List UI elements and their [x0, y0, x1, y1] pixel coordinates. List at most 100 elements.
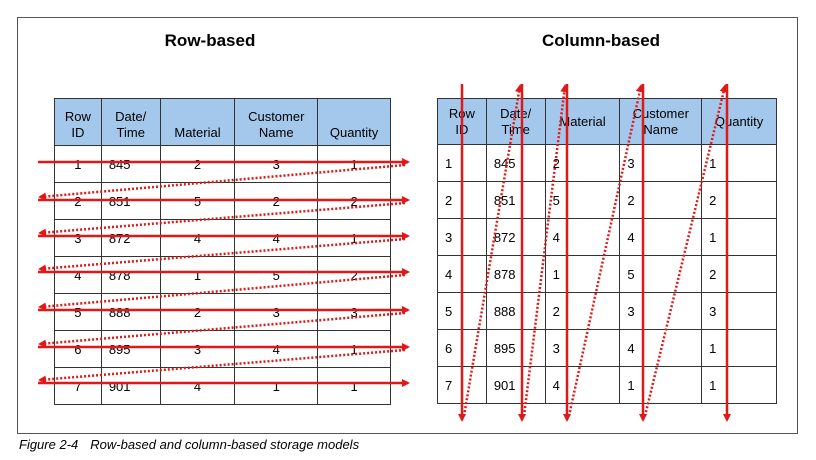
table-row: 7 901 4 1 1: [54, 367, 391, 405]
table-cell: 878: [100, 256, 161, 294]
table-cell: 1: [437, 144, 487, 182]
table-cell: 872: [100, 219, 161, 257]
table-cell: 2: [701, 255, 777, 293]
header-quantity: Quantity: [701, 98, 777, 145]
table-row: 5 888 2 3 3: [54, 293, 391, 331]
table-cell: 3: [317, 293, 391, 331]
header-row-id: Row ID: [437, 98, 487, 145]
table-cell: 888: [100, 293, 161, 331]
table-cell: 1: [619, 366, 703, 404]
row-based-table: Row ID Date/ Time Material Customer Name…: [54, 98, 391, 405]
column-based-table: Row ID Date/ Time Material Customer Name…: [437, 98, 777, 404]
header-date-time: Date/ Time: [485, 98, 546, 145]
table-cell: 5: [544, 181, 621, 219]
table-cell: 4: [619, 218, 703, 256]
table-cell: 3: [234, 293, 319, 331]
table-cell: 845: [485, 144, 546, 182]
table-cell: 3: [234, 145, 319, 183]
caption-label: Figure 2-4: [19, 437, 79, 452]
table-cell: 888: [485, 292, 546, 330]
header-row-id: Row ID: [54, 98, 102, 146]
table-cell: 2: [159, 293, 236, 331]
table-cell: 2: [619, 181, 703, 219]
table-cell: 1: [701, 218, 777, 256]
table-cell: 1: [701, 366, 777, 404]
table-cell: 2: [54, 182, 102, 220]
table-cell: 872: [485, 218, 546, 256]
table-cell: 2: [544, 292, 621, 330]
table-cell: 1: [544, 255, 621, 293]
table-row: 6 895 3 4 1: [437, 329, 777, 367]
table-cell: 2: [437, 181, 487, 219]
table-row: 4 878 1 5 2: [54, 256, 391, 294]
table-cell: 3: [619, 292, 703, 330]
table-cell: 7: [54, 367, 102, 405]
table-cell: 2: [317, 256, 391, 294]
table-cell: 1: [317, 145, 391, 183]
table-cell: 3: [544, 329, 621, 367]
table-cell: 851: [485, 181, 546, 219]
header-customer-name: Customer Name: [619, 98, 703, 145]
table-cell: 1: [234, 367, 319, 405]
table-cell: 895: [100, 330, 161, 368]
table-cell: 878: [485, 255, 546, 293]
table-cell: 4: [234, 330, 319, 368]
table-cell: 2: [544, 144, 621, 182]
table-cell: 1: [701, 329, 777, 367]
table-cell: 1: [54, 145, 102, 183]
column-based-title: Column-based: [541, 31, 661, 50]
table-cell: 1: [159, 256, 236, 294]
table-cell: 6: [54, 330, 102, 368]
table-cell: 6: [437, 329, 487, 367]
table-cell: 1: [317, 330, 391, 368]
table-cell: 7: [437, 366, 487, 404]
table-cell: 5: [54, 293, 102, 331]
figure-frame: [17, 17, 798, 434]
table-row: 2 851 5 2 2: [54, 182, 391, 220]
table-cell: 3: [619, 144, 703, 182]
table-cell: 4: [159, 219, 236, 257]
table-row: 6 895 3 4 1: [54, 330, 391, 368]
table-row: 1 845 2 3 1: [54, 145, 391, 183]
table-cell: 3: [54, 219, 102, 257]
table-row: 2 851 5 2 2: [437, 181, 777, 219]
table-cell: 4: [619, 329, 703, 367]
table-row: 4 878 1 5 2: [437, 255, 777, 293]
table-cell: 2: [234, 182, 319, 220]
table-row: 5 888 2 3 3: [437, 292, 777, 330]
header-date-time: Date/ Time: [100, 98, 161, 146]
table-row: 1 845 2 3 1: [437, 144, 777, 182]
header-material: Material: [544, 98, 621, 145]
table-cell: 5: [619, 255, 703, 293]
table-cell: 895: [485, 329, 546, 367]
table-cell: 3: [437, 218, 487, 256]
table-row: 3 872 4 4 1: [437, 218, 777, 256]
caption-text: Row-based and column-based storage model…: [90, 437, 360, 452]
header-material: Material: [159, 98, 236, 146]
table-cell: 4: [544, 366, 621, 404]
table-cell: 5: [234, 256, 319, 294]
table-cell: 4: [544, 218, 621, 256]
table-row: 7 901 4 1 1: [437, 366, 777, 404]
header-quantity: Quantity: [317, 98, 391, 146]
table-cell: 845: [100, 145, 161, 183]
table-cell: 1: [317, 219, 391, 257]
table-cell: 4: [234, 219, 319, 257]
table-cell: 4: [54, 256, 102, 294]
table-row: 3 872 4 4 1: [54, 219, 391, 257]
table-cell: 1: [701, 144, 777, 182]
table-cell: 3: [701, 292, 777, 330]
table-cell: 2: [159, 145, 236, 183]
table-cell: 1: [317, 367, 391, 405]
row-based-title: Row-based: [164, 31, 256, 50]
table-cell: 851: [100, 182, 161, 220]
header-customer-name: Customer Name: [234, 98, 319, 146]
table-cell: 2: [701, 181, 777, 219]
table-cell: 4: [437, 255, 487, 293]
table-cell: 2: [317, 182, 391, 220]
table-cell: 3: [159, 330, 236, 368]
figure-caption: Figure 2-4 Row-based and column-based sto…: [19, 437, 359, 452]
table-cell: 5: [437, 292, 487, 330]
table-cell: 5: [159, 182, 236, 220]
table-cell: 901: [485, 366, 546, 404]
